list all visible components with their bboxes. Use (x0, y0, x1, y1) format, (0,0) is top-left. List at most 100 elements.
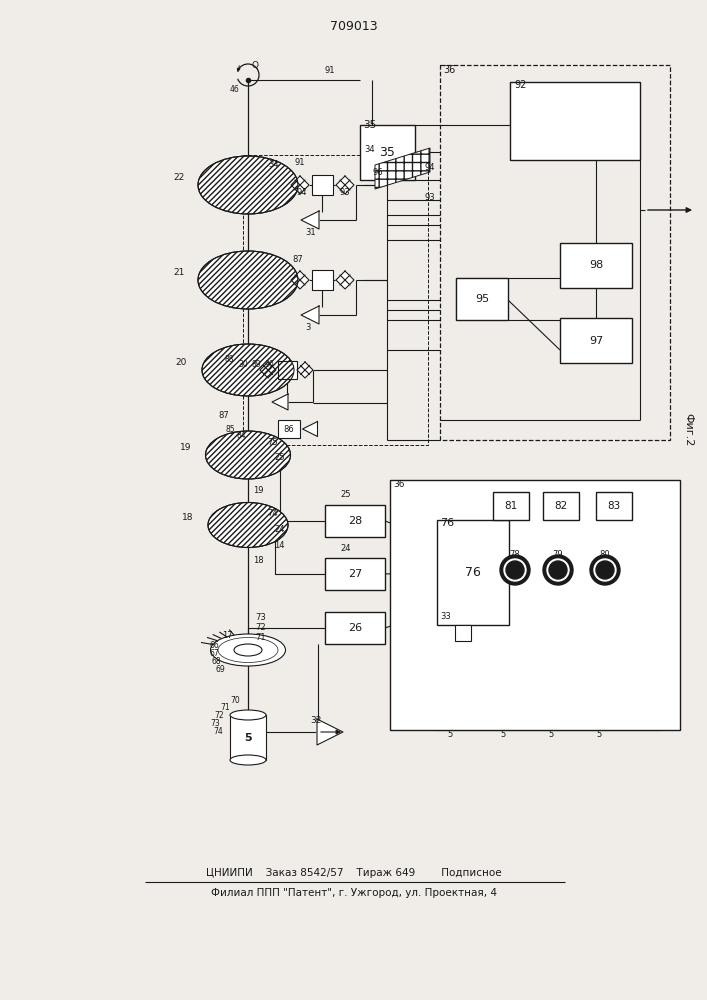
Text: 19: 19 (180, 443, 191, 452)
Text: 25: 25 (274, 453, 284, 462)
Bar (455, 625, 471, 641)
Text: Филиал ППП "Патент", г. Ужгород, ул. Проектная, 4: Филиал ППП "Патент", г. Ужгород, ул. Про… (211, 888, 497, 898)
Bar (230, 715, 266, 760)
Text: 72: 72 (214, 711, 223, 720)
Polygon shape (317, 719, 343, 745)
Text: 91: 91 (295, 158, 305, 167)
Polygon shape (301, 306, 319, 324)
Text: 66: 66 (210, 641, 220, 650)
Text: 76: 76 (440, 518, 454, 528)
Text: 89: 89 (252, 360, 262, 369)
Text: 14: 14 (274, 541, 284, 550)
Text: 27: 27 (348, 569, 362, 579)
Polygon shape (291, 271, 309, 289)
Text: 709013: 709013 (330, 20, 378, 33)
Text: 17: 17 (222, 631, 233, 640)
Text: 18: 18 (182, 513, 193, 522)
Bar (325, 558, 385, 590)
Bar (390, 480, 680, 730)
Text: 71: 71 (220, 703, 230, 712)
Text: 3: 3 (305, 323, 310, 332)
Text: 32: 32 (310, 716, 322, 725)
Bar (456, 278, 508, 320)
Circle shape (594, 559, 616, 581)
Text: 69: 69 (216, 665, 226, 674)
Circle shape (543, 555, 573, 585)
Text: 5: 5 (244, 733, 252, 743)
Text: 36: 36 (443, 65, 455, 75)
Text: 5: 5 (500, 730, 506, 739)
Text: 22: 22 (174, 173, 185, 182)
Bar (243, 155, 428, 445)
Text: 31: 31 (305, 228, 315, 237)
Bar (560, 243, 632, 288)
Text: 73: 73 (255, 613, 266, 622)
Polygon shape (303, 422, 317, 436)
Text: 5: 5 (596, 730, 601, 739)
Text: 87: 87 (218, 411, 229, 420)
Circle shape (549, 561, 567, 579)
Text: 73: 73 (210, 719, 220, 728)
Bar (437, 520, 509, 625)
Ellipse shape (206, 431, 291, 479)
Text: 91: 91 (325, 66, 336, 75)
Circle shape (590, 555, 620, 585)
Text: 18: 18 (252, 556, 263, 565)
Polygon shape (301, 211, 319, 229)
Text: 96: 96 (373, 168, 384, 177)
Text: 34: 34 (364, 145, 375, 154)
Polygon shape (272, 394, 288, 410)
Text: 46: 46 (230, 85, 240, 94)
Text: 93: 93 (425, 193, 436, 202)
Polygon shape (336, 176, 354, 194)
Text: 71: 71 (255, 633, 266, 642)
Text: 80: 80 (600, 550, 610, 559)
Ellipse shape (230, 710, 266, 720)
Text: 5: 5 (447, 730, 452, 739)
Text: 33: 33 (440, 612, 451, 621)
Text: 35: 35 (380, 146, 395, 159)
Circle shape (506, 561, 524, 579)
Text: 30: 30 (238, 360, 247, 369)
Bar (325, 505, 385, 537)
Text: 83: 83 (607, 501, 621, 511)
Text: 81: 81 (504, 501, 518, 511)
Text: 34: 34 (268, 160, 279, 169)
Text: 86: 86 (284, 424, 294, 434)
Text: 19: 19 (252, 486, 263, 495)
Polygon shape (375, 148, 430, 189)
Text: Фиг.2: Фиг.2 (683, 413, 693, 447)
Bar (510, 82, 640, 160)
Text: 84: 84 (237, 431, 247, 440)
Text: 95: 95 (475, 294, 489, 304)
Text: 68: 68 (212, 657, 221, 666)
Polygon shape (291, 176, 309, 194)
Text: 93: 93 (340, 188, 351, 197)
Bar (325, 612, 385, 644)
Text: 5: 5 (548, 730, 554, 739)
Text: 74: 74 (213, 727, 223, 736)
Text: 28: 28 (348, 516, 362, 526)
Bar (278, 361, 297, 379)
Bar (596, 492, 632, 520)
Polygon shape (260, 362, 276, 378)
Text: Q: Q (252, 61, 259, 70)
Bar (312, 270, 333, 290)
Ellipse shape (198, 156, 298, 214)
Text: 35: 35 (363, 120, 376, 130)
Text: 87: 87 (292, 255, 303, 264)
Text: ЦНИИПИ    Заказ 8542/57    Тираж 649        Подписное: ЦНИИПИ Заказ 8542/57 Тираж 649 Подписное (206, 868, 502, 878)
Text: 70: 70 (230, 696, 240, 705)
Text: 67: 67 (210, 649, 220, 658)
Bar (360, 125, 415, 180)
Circle shape (504, 559, 526, 581)
Bar (493, 492, 529, 520)
Text: 20: 20 (175, 358, 187, 367)
Text: 24: 24 (274, 525, 284, 534)
Text: 26: 26 (348, 623, 362, 633)
Bar (312, 175, 333, 195)
Text: 78: 78 (510, 550, 520, 559)
Text: 94: 94 (425, 163, 436, 172)
Text: 21: 21 (174, 268, 185, 277)
Circle shape (547, 559, 569, 581)
